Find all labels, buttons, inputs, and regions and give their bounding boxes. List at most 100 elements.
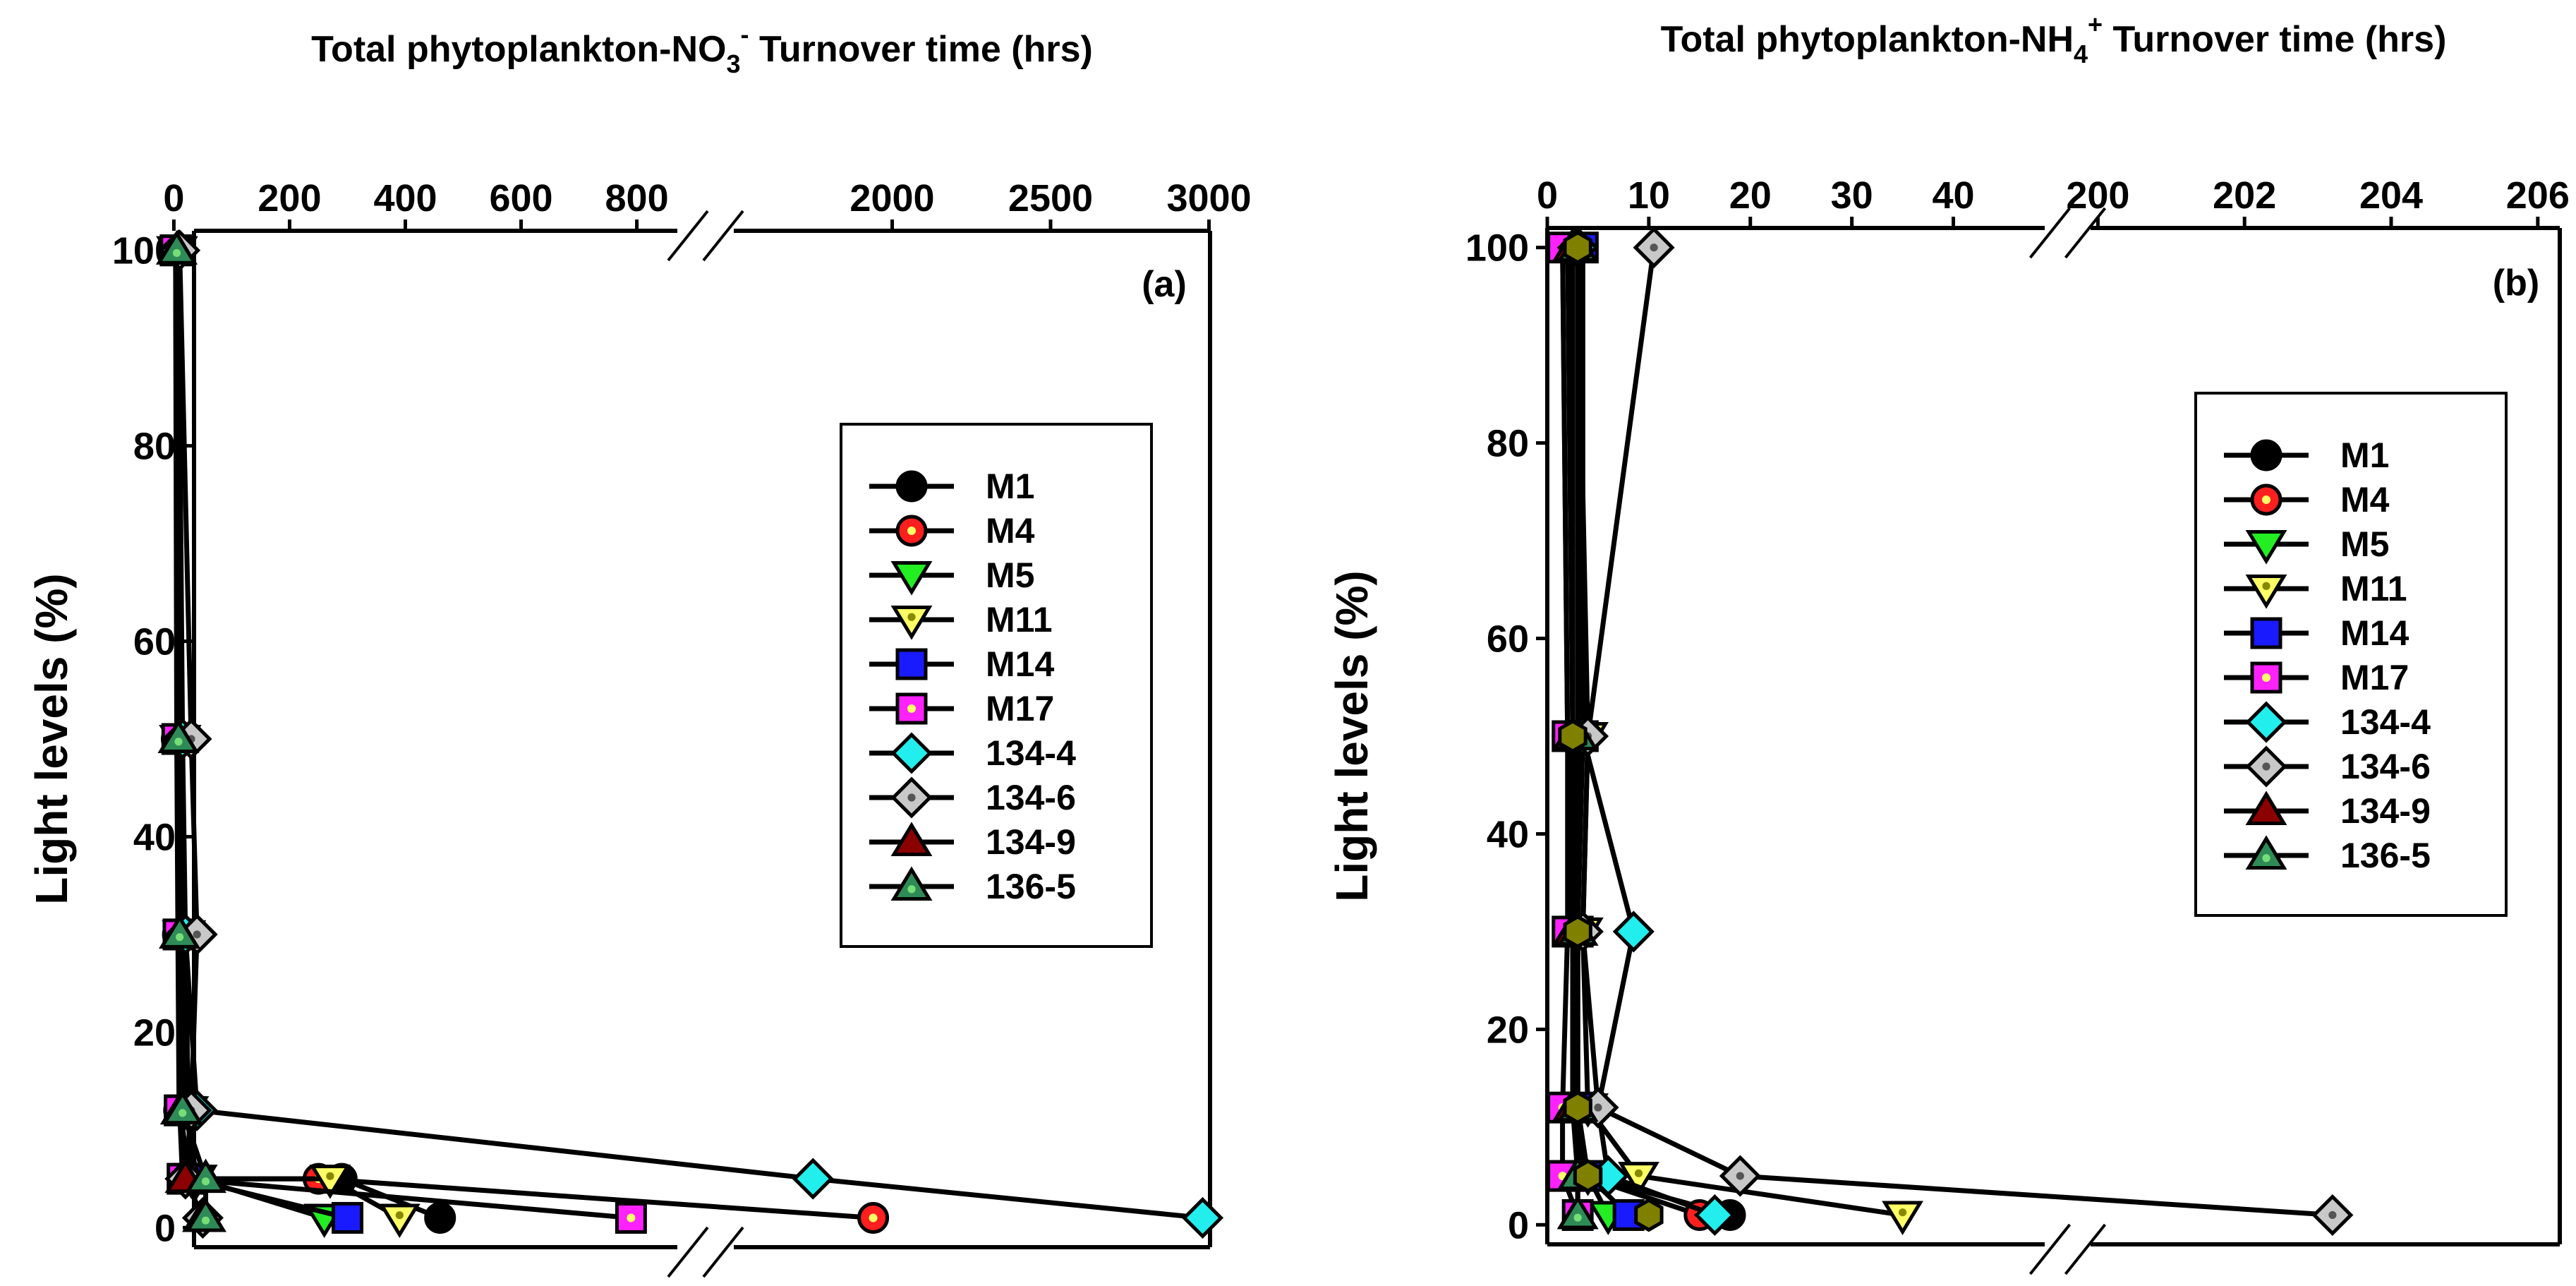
legend-marker-m5 xyxy=(2245,530,2287,565)
title-superscript: - xyxy=(741,20,749,49)
y-tick-label: 80 xyxy=(133,426,176,468)
bottom-axis-break-slash-left xyxy=(667,1226,709,1278)
marker-shape xyxy=(1618,1162,1659,1196)
legend-label-134-6: 134-6 xyxy=(986,778,1076,817)
x-tick-label: 40 xyxy=(1932,174,1974,217)
top-axis-break-slash-right xyxy=(702,210,744,262)
marker-dot xyxy=(2262,673,2270,682)
data-point-overlap xyxy=(1563,230,1592,265)
legend-label-134-9: 134-9 xyxy=(986,822,1076,862)
x-tick-label: 202 xyxy=(2213,174,2276,217)
legend-item-m11: M11 xyxy=(2224,569,2407,609)
marker-shape xyxy=(1563,230,1592,265)
title-main: Total phytoplankton-NO xyxy=(311,29,726,70)
marker-shape xyxy=(1181,1196,1224,1239)
data-point-m14 xyxy=(331,1201,363,1234)
data-point-overlap xyxy=(1634,1198,1664,1232)
marker-shape xyxy=(1693,1194,1736,1236)
y-ticks-b: 0 20 40 60 80 100 xyxy=(1465,227,1547,1246)
title-subscript: 4 xyxy=(2074,40,2088,68)
marker-dot xyxy=(907,793,916,802)
series-line-m1 xyxy=(174,250,441,1220)
series-m17 xyxy=(159,234,647,1234)
legend-box xyxy=(2194,392,2508,917)
y-tick-label: 40 xyxy=(1487,813,1529,855)
marker-shape xyxy=(156,230,198,265)
data-point-m11 xyxy=(309,1165,351,1199)
marker-shape xyxy=(2245,835,2287,870)
marker-dot xyxy=(326,1172,334,1180)
series-a xyxy=(156,229,1224,1239)
marker-dot xyxy=(907,613,916,621)
marker-dot xyxy=(1650,244,1658,252)
marker-dot xyxy=(176,933,184,942)
marker-shape xyxy=(378,1203,421,1239)
legend-item-m17: M17 xyxy=(2224,658,2409,697)
legend-item-m4: M4 xyxy=(2224,480,2390,519)
bottom-axis-break-slash-left xyxy=(2028,1223,2072,1275)
legend-marker-134-4 xyxy=(2245,701,2287,743)
overlap-markers-b xyxy=(1558,230,1664,1232)
series-line-m11 xyxy=(1575,247,1904,1218)
x-tick-label: 200 xyxy=(2066,174,2129,217)
x-tick-label: 0 xyxy=(1537,174,1558,217)
y-tick-label: 40 xyxy=(133,816,176,858)
marker-shape xyxy=(2245,701,2287,743)
marker-dot xyxy=(201,1216,210,1225)
legend-item-m17: M17 xyxy=(869,689,1054,728)
marker-shape xyxy=(2250,617,2282,649)
legend-item-134-9: 134-9 xyxy=(869,822,1076,862)
data-point-m1 xyxy=(424,1201,456,1234)
marker-dot xyxy=(2262,854,2270,863)
legend-marker-136-5 xyxy=(2245,835,2287,870)
legend-marker-m17 xyxy=(895,692,928,725)
marker-dot xyxy=(1573,1213,1582,1222)
legend-label-m4: M4 xyxy=(986,511,1035,551)
legend-item-134-4: 134-4 xyxy=(869,732,1076,774)
legend-label-m17: M17 xyxy=(986,689,1054,728)
legend-item-136-5: 136-5 xyxy=(2224,835,2431,875)
legend-label-134-4: 134-4 xyxy=(986,733,1076,773)
legend-marker-m4 xyxy=(2250,483,2282,516)
legend-label-m1: M1 xyxy=(986,467,1034,506)
marker-dot xyxy=(174,738,183,746)
legend-label-136-5: 136-5 xyxy=(986,867,1076,906)
panel-a: Total phytoplankton-NO3- Turnover time (… xyxy=(26,20,1252,1278)
data-point-136-5 xyxy=(1556,1194,1599,1230)
chart-title-a: Total phytoplankton-NO3- Turnover time (… xyxy=(311,20,1093,78)
data-point-m4 xyxy=(857,1201,890,1234)
legend-b: M1 M4 M5 M11 M14 M17 134-4 134-6 134-9 136-5 xyxy=(2194,392,2508,917)
marker-dot xyxy=(907,704,916,713)
marker-shape xyxy=(895,648,928,680)
marker-dot xyxy=(2262,762,2270,771)
chart-title-b: Total phytoplankton-NH4+ Turnover time (… xyxy=(1661,10,2447,68)
plot-frame-b xyxy=(1545,207,2562,1275)
y-tick-label: 20 xyxy=(133,1011,176,1054)
marker-shape xyxy=(1556,1194,1599,1230)
series-line-134-4 xyxy=(176,250,1203,1220)
legend-item-m4: M4 xyxy=(869,511,1035,551)
legend-label-m11: M11 xyxy=(2340,569,2407,608)
legend-item-136-5: 136-5 xyxy=(869,866,1076,906)
legend-marker-m1 xyxy=(2250,439,2282,471)
x-tick-label: 400 xyxy=(373,177,437,220)
legend-item-134-9: 134-9 xyxy=(2224,791,2431,831)
legend-item-m11: M11 xyxy=(869,600,1053,640)
x-tick-label: 3000 xyxy=(1166,177,1251,220)
series-line-134-6 xyxy=(1580,247,2333,1218)
marker-shape xyxy=(895,692,928,725)
x-tick-label: 2500 xyxy=(1008,177,1093,220)
legend-marker-m14 xyxy=(2250,617,2282,649)
legend-item-m5: M5 xyxy=(2224,524,2389,565)
top-axis-break-slash-left xyxy=(2028,207,2072,259)
marker-shape xyxy=(1563,915,1592,949)
legend-label-136-5: 136-5 xyxy=(2340,836,2431,875)
marker-dot xyxy=(2262,582,2270,590)
marker-shape xyxy=(2245,530,2287,565)
data-point-136-5 xyxy=(162,1090,204,1125)
legend-marker-136-5 xyxy=(890,866,933,901)
data-point-m11 xyxy=(378,1203,421,1239)
bottom-axis-break-slash-right xyxy=(2064,1223,2107,1275)
data-point-m17 xyxy=(615,1201,647,1234)
